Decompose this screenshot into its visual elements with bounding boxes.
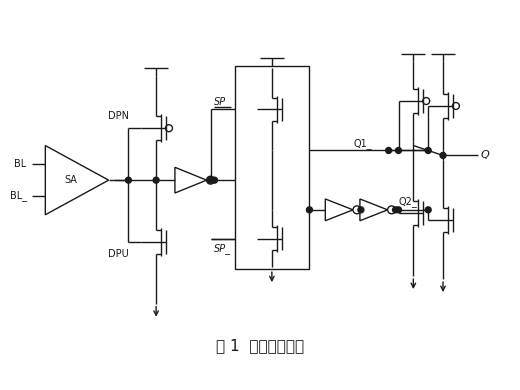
- Text: BL: BL: [15, 160, 27, 169]
- Circle shape: [207, 177, 214, 183]
- Text: SP: SP: [214, 96, 226, 106]
- Circle shape: [358, 207, 364, 213]
- Circle shape: [440, 152, 446, 158]
- Circle shape: [425, 147, 431, 153]
- Circle shape: [386, 147, 392, 153]
- Circle shape: [396, 207, 401, 213]
- Bar: [235, 66, 309, 269]
- Circle shape: [306, 207, 313, 213]
- Circle shape: [212, 177, 217, 183]
- Circle shape: [393, 207, 398, 213]
- Text: 图 1  一般读出电路: 图 1 一般读出电路: [216, 338, 304, 353]
- Circle shape: [125, 177, 132, 183]
- Text: SA: SA: [64, 175, 77, 185]
- Text: Q: Q: [480, 151, 489, 160]
- Circle shape: [153, 177, 159, 183]
- Text: Q1_: Q1_: [354, 138, 373, 149]
- Text: Q2_: Q2_: [398, 197, 417, 207]
- Circle shape: [425, 207, 431, 213]
- Circle shape: [396, 147, 401, 153]
- Text: DPN: DPN: [108, 112, 129, 121]
- Text: DPU: DPU: [108, 249, 129, 259]
- Text: SP_: SP_: [214, 243, 230, 254]
- Text: BL_: BL_: [10, 191, 27, 202]
